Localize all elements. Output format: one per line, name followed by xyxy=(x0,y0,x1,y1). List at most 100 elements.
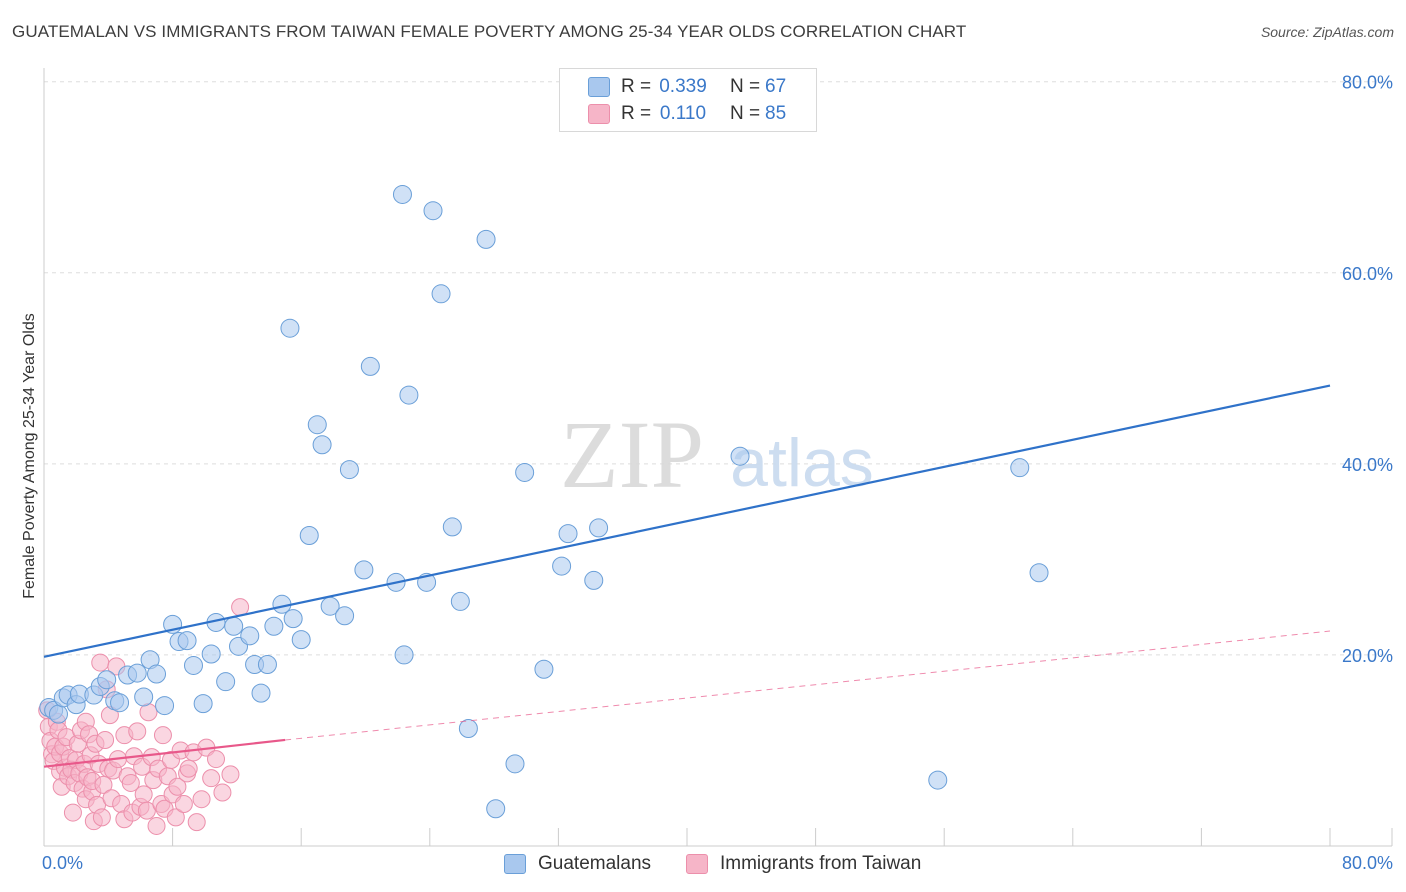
watermark-atlas: atlas xyxy=(730,425,874,501)
trend-line-guatemalans xyxy=(43,384,1331,658)
data-point-taiwan xyxy=(63,803,82,822)
n-value: 67 xyxy=(765,76,787,97)
data-point-guatemalans xyxy=(110,693,130,713)
data-point-taiwan xyxy=(174,794,193,813)
data-point-taiwan xyxy=(192,790,211,809)
y-tick-label: 60.0% xyxy=(1342,264,1393,284)
legend-item-taiwan[interactable]: Immigrants from Taiwan xyxy=(686,852,921,876)
legend-swatch-blue xyxy=(504,854,526,874)
data-point-guatemalans xyxy=(505,754,525,774)
trend-lines xyxy=(43,384,1331,768)
data-point-taiwan xyxy=(153,726,172,745)
data-point-guatemalans xyxy=(458,718,478,738)
data-point-guatemalans xyxy=(360,356,380,376)
data-point-guatemalans xyxy=(224,616,244,636)
data-point-guatemalans xyxy=(339,460,359,480)
data-point-guatemalans xyxy=(251,683,271,703)
data-point-taiwan xyxy=(168,777,187,796)
data-point-guatemalans xyxy=(730,446,750,466)
data-point-guatemalans xyxy=(48,704,68,724)
data-point-guatemalans xyxy=(155,696,175,716)
data-point-guatemalans xyxy=(1029,563,1049,583)
data-point-guatemalans xyxy=(257,654,277,674)
chart-title: GUATEMALAN VS IMMIGRANTS FROM TAIWAN FEM… xyxy=(12,22,967,41)
data-point-guatemalans xyxy=(584,570,604,590)
data-point-guatemalans xyxy=(431,284,451,304)
data-point-guatemalans xyxy=(216,672,236,692)
data-point-guatemalans xyxy=(283,609,303,629)
data-point-taiwan xyxy=(91,653,110,672)
data-point-guatemalans xyxy=(589,518,609,538)
data-point-guatemalans xyxy=(127,663,147,683)
axes xyxy=(43,68,1393,847)
watermark-zip: ZIP xyxy=(560,401,704,508)
data-point-guatemalans xyxy=(291,630,311,650)
data-point-taiwan xyxy=(179,759,198,778)
tick-labels: 20.0% 40.0% 60.0% 80.0% 0.0% 80.0% xyxy=(42,73,1393,873)
legend-item-guatemalans[interactable]: Guatemalans xyxy=(504,852,651,876)
r-value: 0.110 xyxy=(659,103,707,124)
r-label: R = xyxy=(621,103,652,124)
data-point-guatemalans xyxy=(312,435,332,455)
data-point-guatemalans xyxy=(240,626,260,646)
r-label: R = xyxy=(621,76,652,97)
legend-swatch-pink xyxy=(686,854,708,874)
data-point-guatemalans xyxy=(264,616,284,636)
data-point-taiwan xyxy=(94,775,113,794)
data-point-guatemalans xyxy=(442,517,462,537)
series-guatemalans-points xyxy=(39,184,1049,819)
n-label: N = xyxy=(730,76,761,97)
data-point-guatemalans xyxy=(183,655,203,675)
data-point-taiwan xyxy=(213,783,232,802)
data-point-guatemalans xyxy=(1010,458,1030,478)
n-label: N = xyxy=(730,103,761,124)
r-value: 0.339 xyxy=(659,76,707,97)
data-point-taiwan xyxy=(166,808,185,827)
stats-swatch-blue xyxy=(588,77,610,97)
y-tick-label: 80.0% xyxy=(1342,73,1393,93)
stats-box: R = 0.339 N = 67 R = 0.110 N = 85 xyxy=(559,68,817,132)
data-point-guatemalans xyxy=(928,770,948,790)
data-point-guatemalans xyxy=(423,201,443,221)
data-point-guatemalans xyxy=(399,385,419,405)
n-value: 85 xyxy=(765,103,787,124)
data-point-guatemalans xyxy=(177,631,197,651)
data-point-guatemalans xyxy=(558,524,578,544)
data-point-taiwan xyxy=(96,730,115,749)
data-point-guatemalans xyxy=(335,606,355,626)
data-point-guatemalans xyxy=(97,670,117,690)
data-point-guatemalans xyxy=(193,694,213,714)
data-point-guatemalans xyxy=(307,415,327,435)
data-point-guatemalans xyxy=(201,644,221,664)
data-point-guatemalans xyxy=(134,687,154,707)
legend-label: Guatemalans xyxy=(538,853,652,874)
data-point-taiwan xyxy=(92,808,111,827)
data-point-guatemalans xyxy=(354,560,374,580)
data-point-guatemalans xyxy=(486,799,506,819)
trend-line-taiwan-extension xyxy=(285,630,1331,741)
y-tick-label: 20.0% xyxy=(1342,646,1393,666)
series-taiwan-points xyxy=(38,598,250,835)
data-point-guatemalans xyxy=(280,318,300,338)
data-point-taiwan xyxy=(128,722,147,741)
x-tick-label: 0.0% xyxy=(42,853,83,873)
data-point-guatemalans xyxy=(392,184,412,204)
data-point-guatemalans xyxy=(299,526,319,546)
data-point-taiwan xyxy=(147,816,166,835)
data-point-guatemalans xyxy=(552,556,572,576)
data-point-taiwan xyxy=(134,785,153,804)
data-point-guatemalans xyxy=(394,645,414,665)
data-point-guatemalans xyxy=(515,462,535,482)
data-point-taiwan xyxy=(202,769,221,788)
gridlines xyxy=(44,81,1392,656)
data-point-guatemalans xyxy=(534,659,554,679)
data-point-guatemalans xyxy=(147,664,167,684)
data-point-taiwan xyxy=(121,773,140,792)
watermark: ZIP atlas xyxy=(560,401,874,508)
stats-swatch-pink xyxy=(588,104,610,124)
y-tick-label: 40.0% xyxy=(1342,455,1393,475)
trend-line-taiwan xyxy=(43,738,286,768)
source-note: Source: ZipAtlas.com xyxy=(1260,24,1394,40)
legend-label: Immigrants from Taiwan xyxy=(720,853,922,874)
